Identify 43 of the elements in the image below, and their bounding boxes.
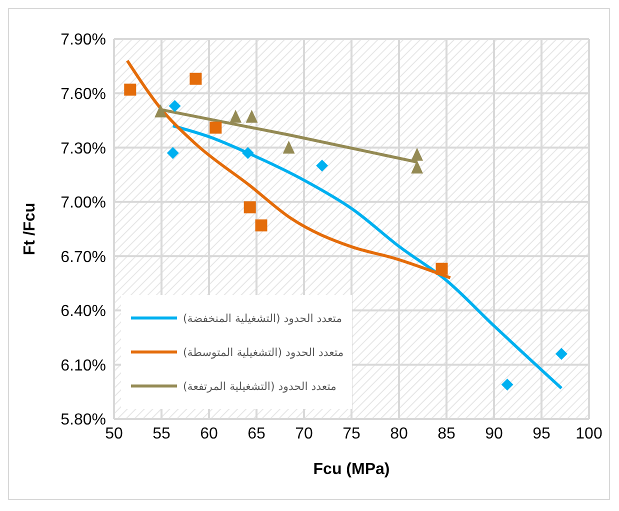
y-tick-label: 6.70% [60,248,106,266]
point [230,110,242,123]
point [190,72,202,85]
x-tick-label: 90 [485,425,503,442]
x-axis-title: Fcu (MPa) [313,461,390,478]
point [501,378,514,391]
y-tick-label: 7.60% [60,86,106,103]
point [242,147,254,159]
point [244,201,256,214]
y-tick-label: 7.30% [60,140,106,158]
y-tick-label: 6.40% [60,303,106,320]
point [168,100,181,112]
point [411,148,424,161]
y-tick-label: 5.80% [60,412,106,429]
y-tick-label: 7.90% [60,32,106,49]
point [282,140,295,154]
x-tick-label: 85 [438,425,456,442]
point [555,348,568,360]
x-tick-label: 50 [105,425,123,442]
legend-label: متعدد الحدود (التشغيلية المنخفضة) [183,312,342,324]
x-tick-label: 65 [248,425,266,442]
x-tick-label: 55 [152,425,170,442]
point [166,147,179,159]
x-tick-label: 95 [532,425,550,442]
y-axis-title: Ft /Fcu [22,202,39,256]
point [210,122,222,134]
point [124,84,136,96]
x-tick-label: 75 [342,425,360,442]
point [255,219,268,232]
x-tick-label: 80 [390,425,408,442]
y-tick-label: 6.10% [60,357,106,374]
point [316,160,328,172]
point [246,110,258,123]
x-tick-label: 100 [576,425,602,442]
line-series [126,59,452,280]
y-tick-label: 7.00% [60,194,106,212]
legend-label: متعدد الحدود (التشغيلية المرتفعة) [183,380,336,392]
legend-label: متعدد الحدود (التشغيلية المتوسطة) [183,346,344,358]
x-tick-label: 70 [295,425,313,442]
point [436,262,448,275]
point [411,160,424,174]
point [154,104,167,118]
x-tick-label: 60 [200,425,218,442]
